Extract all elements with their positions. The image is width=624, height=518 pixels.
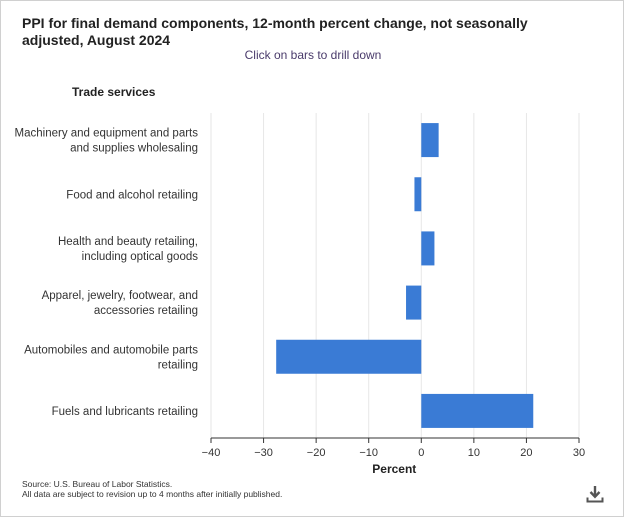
category-label-line: and supplies wholesaling <box>70 143 198 155</box>
revision-note: All data are subject to revision up to 4… <box>22 489 283 499</box>
grid-layer <box>210 113 580 438</box>
category-label: Health and beauty retailing, including op… <box>58 236 198 263</box>
category-labels: Machinery and equipment and parts and sup… <box>15 128 199 418</box>
download-icon[interactable] <box>584 483 606 505</box>
category-label: Automobiles and automobile parts retailin… <box>24 344 198 371</box>
category-label-line: retailing <box>158 359 198 371</box>
category-label-line: Automobiles and automobile parts <box>24 344 198 356</box>
x-tick-label: 10 <box>468 447 480 459</box>
x-axis: −40 −30 −20 −10 0 10 20 30 <box>202 437 585 459</box>
chart-title: PPI for final demand components, 12-mont… <box>22 15 528 48</box>
category-label-line: including optical goods <box>82 251 199 263</box>
bar[interactable] <box>421 231 435 266</box>
category-label-line: accessories retailing <box>94 305 198 317</box>
x-axis-title: Percent <box>372 462 416 476</box>
category-label: Fuels and lubricants retailing <box>52 406 198 418</box>
chart-subtitle: Click on bars to drill down <box>244 48 382 62</box>
source-line: Source: U.S. Bureau of Labor Statistics. <box>22 479 173 489</box>
category-label: Food and alcohol retailing <box>66 189 198 201</box>
x-tick-label: −40 <box>202 447 221 459</box>
bar[interactable] <box>276 339 422 374</box>
category-label-line: Machinery and equipment and parts <box>15 128 199 140</box>
bar-layer[interactable] <box>276 123 534 428</box>
bar[interactable] <box>421 123 439 158</box>
bar[interactable] <box>414 177 422 212</box>
x-tick-label: −30 <box>254 447 273 459</box>
category-label-line: Apparel, jewelry, footwear, and <box>42 290 198 302</box>
bar[interactable] <box>421 393 534 428</box>
bar[interactable] <box>406 285 422 320</box>
category-label-line: Food and alcohol retailing <box>66 189 198 201</box>
x-tick-label: −10 <box>359 447 378 459</box>
source-note: Source: U.S. Bureau of Labor Statistics.… <box>22 479 282 499</box>
x-tick-label: 0 <box>418 447 424 459</box>
x-tick-label: 20 <box>520 447 532 459</box>
group-label: Trade services <box>72 85 156 99</box>
category-label-line: Fuels and lubricants retailing <box>52 406 198 418</box>
category-label: Apparel, jewelry, footwear, and accessori… <box>42 290 198 317</box>
x-tick-label: 30 <box>573 447 585 459</box>
x-tick-label: −20 <box>307 447 326 459</box>
category-label-line: Health and beauty retailing, <box>58 236 198 248</box>
category-label: Machinery and equipment and parts and sup… <box>15 128 199 155</box>
